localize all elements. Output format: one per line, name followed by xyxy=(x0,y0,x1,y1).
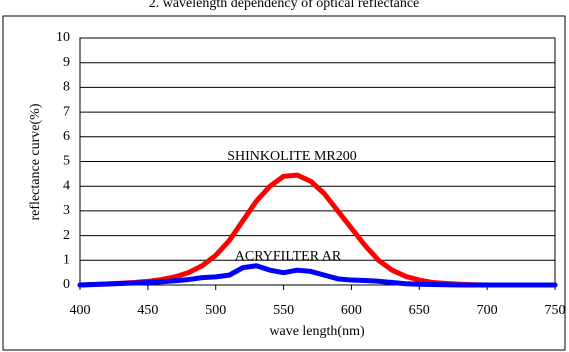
y-tick-label: 2 xyxy=(63,228,70,243)
y-tick-label: 7 xyxy=(63,104,70,119)
x-axis-label: wave length(nm) xyxy=(269,324,365,339)
x-tick-label: 450 xyxy=(137,303,158,318)
y-tick-label: 4 xyxy=(63,178,70,193)
plot-frame xyxy=(79,37,556,286)
x-tick-label: 700 xyxy=(477,303,498,318)
x-tick-label: 500 xyxy=(205,303,226,318)
y-tick-label: 3 xyxy=(63,203,70,218)
series-line xyxy=(77,172,558,288)
series-annotation: SHINKOLITE MR200 xyxy=(227,149,357,164)
x-tick-label: 750 xyxy=(545,303,566,318)
chart-frame xyxy=(2,15,566,351)
x-tick-label: 600 xyxy=(341,303,362,318)
y-tick-label: 8 xyxy=(63,80,70,95)
series-annotation: ACRYFILTER AR xyxy=(235,249,342,264)
series-line xyxy=(77,263,558,288)
y-tick-label: 10 xyxy=(56,30,70,45)
y-tick-label: 1 xyxy=(63,253,70,268)
x-tick-label: 550 xyxy=(273,303,294,318)
x-tick-label: 650 xyxy=(409,303,430,318)
y-tick-label: 0 xyxy=(63,277,70,292)
x-tick-label: 400 xyxy=(70,303,91,318)
y-tick-label: 5 xyxy=(63,154,70,169)
y-axis-label: reflectance curve(%) xyxy=(28,103,43,220)
y-tick-label: 6 xyxy=(63,129,70,144)
chart-title: 2. wavelength dependency of optical refl… xyxy=(149,0,420,11)
y-tick-label: 9 xyxy=(63,55,70,70)
